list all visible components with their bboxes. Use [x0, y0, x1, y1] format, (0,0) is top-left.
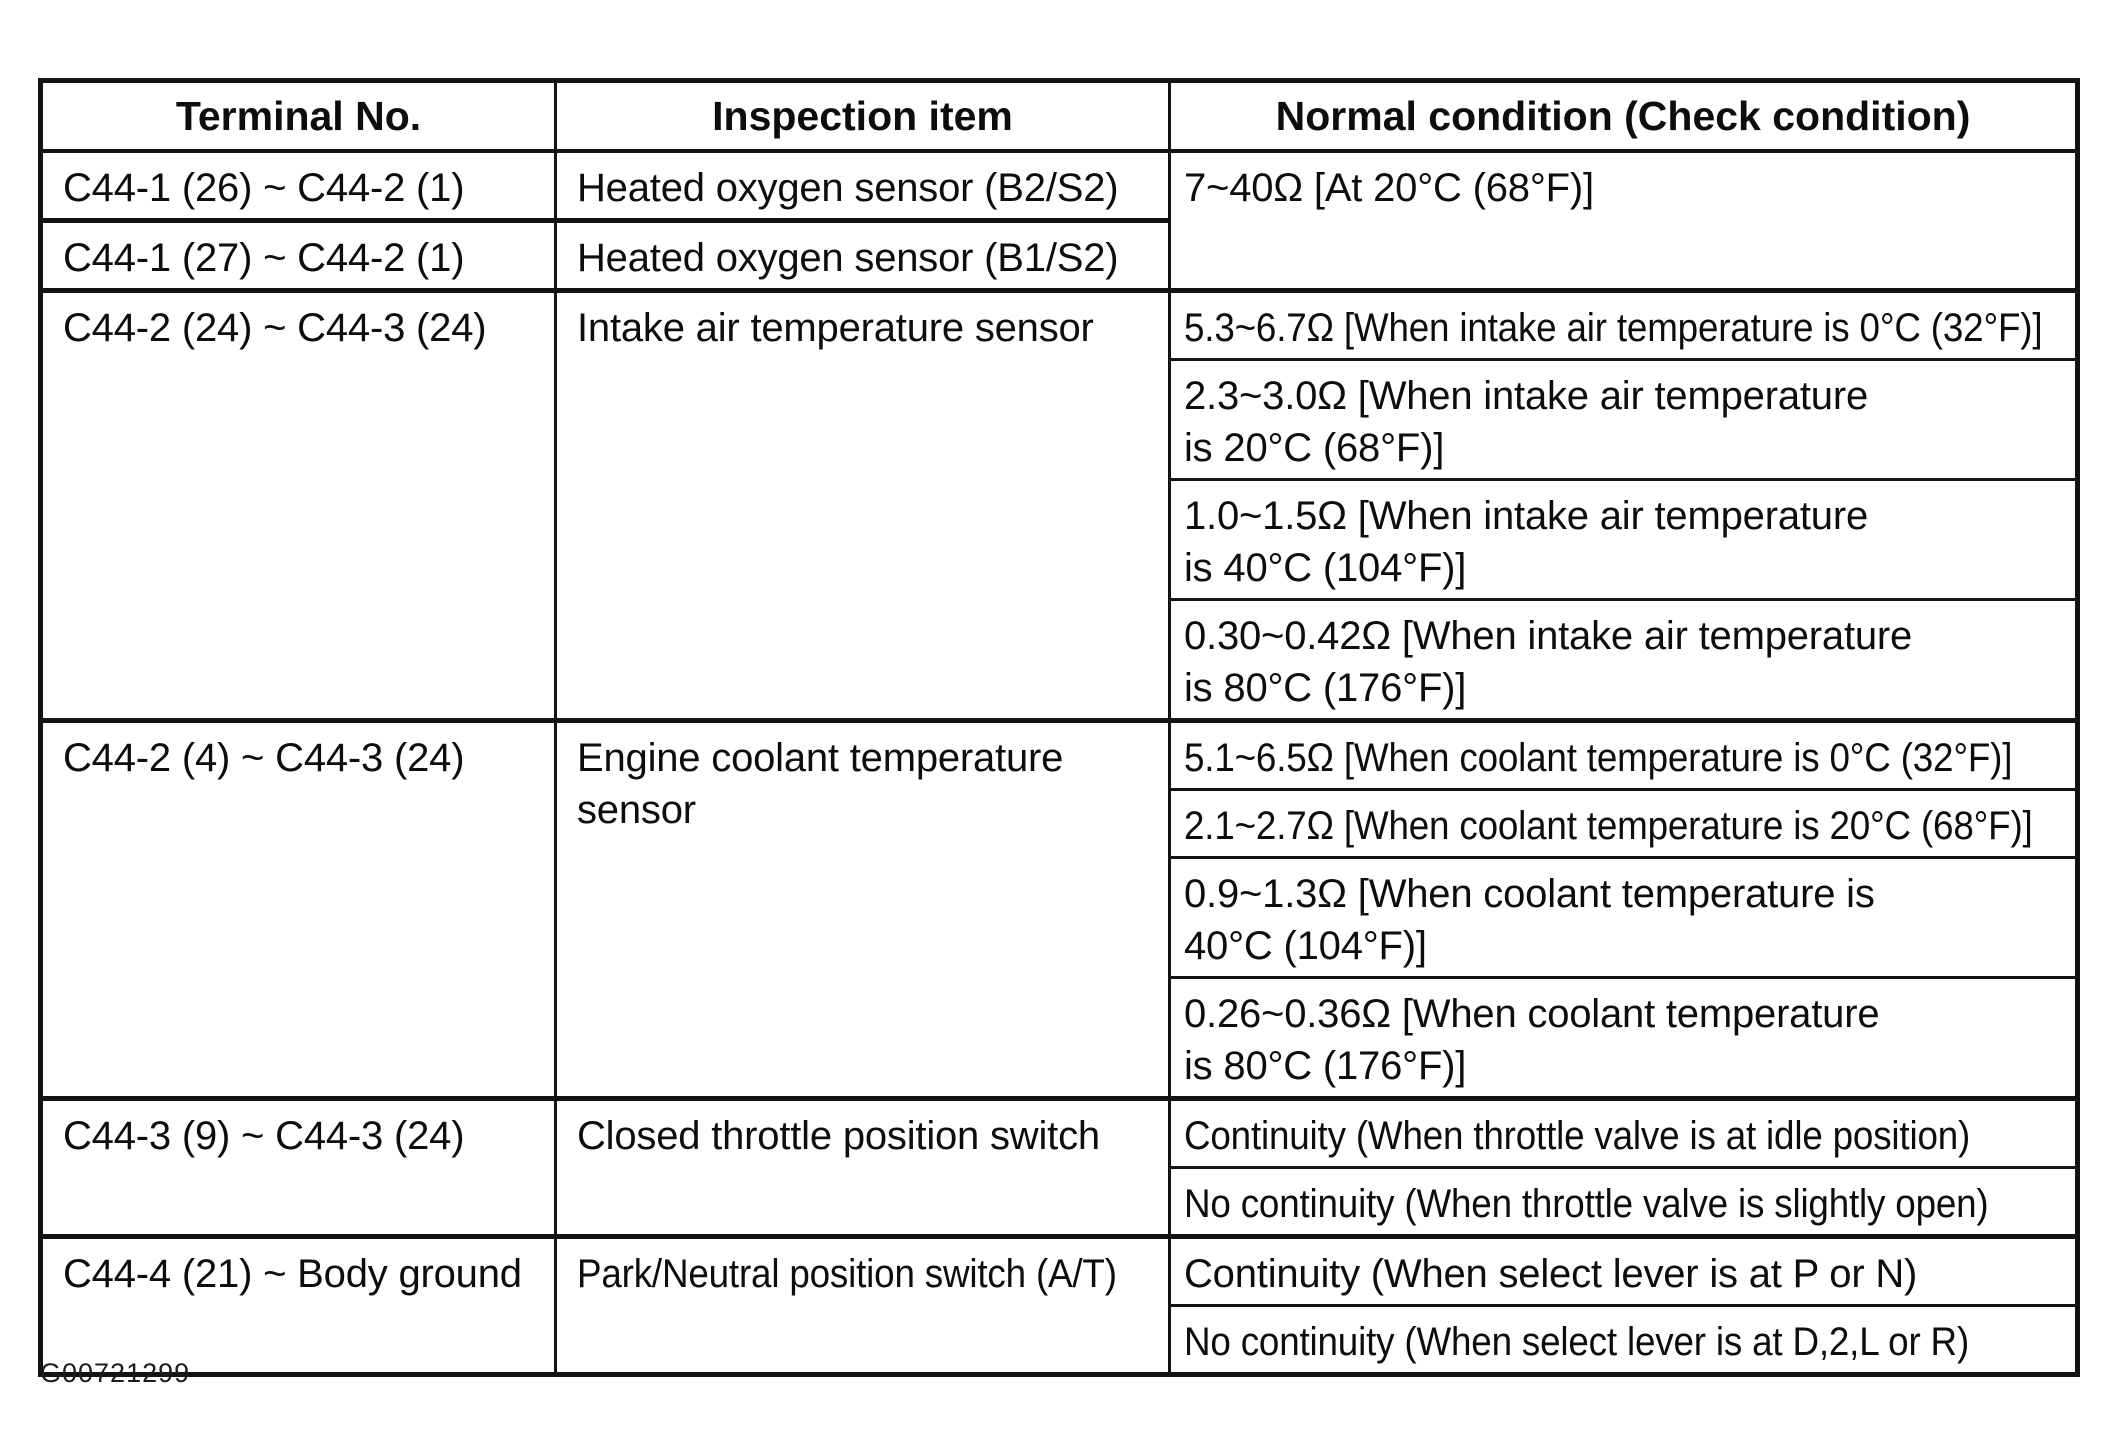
row-pnp-no-continuity: No continuity (When select lever is at D…: [41, 1304, 2079, 1376]
cell-text: 2.1~2.7Ω [When coolant temperature is 20…: [1184, 804, 2033, 848]
cell-text: C44-2 (24) ~ C44-3 (24): [63, 306, 487, 350]
terminal-cell: C44-2 (24) ~ C44-3 (24): [39, 288, 557, 722]
condition-cell: Continuity (When select lever is at P or…: [1168, 1234, 2079, 1307]
row-ect-40c: 0.9~1.3Ω [When coolant temperature is 40…: [41, 856, 2079, 979]
cell-text: Continuity (When throttle valve is at id…: [1184, 1114, 1971, 1158]
cell-text: C44-3 (9) ~ C44-3 (24): [63, 1114, 465, 1158]
condition-cell: 2.3~3.0Ω [When intake air temperature is…: [1168, 358, 2079, 481]
cell-text: 7~40Ω [At 20°C (68°F)]: [1184, 166, 1594, 210]
row-ect-0c: C44-2 (4) ~ C44-3 (24) Engine coolant te…: [39, 718, 2079, 1100]
condition-cell: 2.1~2.7Ω [When coolant temperature is 20…: [1168, 788, 2079, 859]
cell-text: No continuity (When throttle valve is sl…: [1184, 1182, 1989, 1226]
condition-cell: 0.30~0.42Ω [When intake air temperature …: [1168, 598, 2079, 722]
cell-text: 0.30~0.42Ω [When intake air temperature …: [1184, 614, 1913, 710]
row-iat-0c: C44-2 (24) ~ C44-3 (24) Intake air tempe…: [39, 288, 2079, 722]
col-header-normal-condition: Normal condition (Check condition): [1168, 79, 2079, 153]
row-ctp-continuity: C44-3 (9) ~ C44-3 (24) Closed throttle p…: [39, 1096, 2079, 1238]
condition-cell: 7~40Ω [At 20°C (68°F)]: [1168, 149, 2079, 292]
cell-text: Continuity (When select lever is at P or…: [1184, 1252, 1918, 1296]
row-hos-b1s2: C44-1 (27) ~ C44-2 (1) Heated oxygen sen…: [39, 218, 2078, 292]
condition-cell: 0.9~1.3Ω [When coolant temperature is 40…: [1168, 856, 2079, 979]
cell-text: C44-1 (26) ~ C44-2 (1): [63, 166, 465, 210]
cell-text: 5.1~6.5Ω [When coolant temperature is 0°…: [1184, 736, 2013, 780]
cell-text: C44-2 (4) ~ C44-3 (24): [63, 736, 465, 780]
terminal-cell: C44-1 (26) ~ C44-2 (1): [39, 149, 557, 222]
item-cell: Engine coolant temperature sensor: [554, 718, 1171, 1100]
terminal-cell: C44-1 (27) ~ C44-2 (1): [39, 218, 557, 292]
row-iat-20c: 2.3~3.0Ω [When intake air temperature is…: [41, 358, 2079, 481]
col-header-inspection-item: Inspection item: [554, 79, 1171, 153]
item-cell: Heated oxygen sensor (B2/S2): [554, 149, 1171, 222]
cell-text: Closed throttle position switch: [577, 1114, 1100, 1158]
terminal-cell: C44-3 (9) ~ C44-3 (24): [39, 1096, 557, 1238]
cell-text: 2.3~3.0Ω [When intake air temperature is…: [1184, 374, 1868, 470]
cell-text: Heated oxygen sensor (B1/S2): [577, 236, 1119, 280]
condition-cell: 5.1~6.5Ω [When coolant temperature is 0°…: [1168, 718, 2079, 791]
cell-text: 1.0~1.5Ω [When intake air temperature is…: [1184, 494, 1868, 590]
terminal-cell: C44-4 (21) ~ Body ground: [39, 1234, 557, 1376]
cell-text: Heated oxygen sensor (B2/S2): [577, 166, 1119, 210]
cell-text: Engine coolant temperature sensor: [577, 736, 1064, 832]
inspection-table-wrapper: Terminal No. Inspection item Normal cond…: [38, 78, 2080, 1377]
inspection-table: Terminal No. Inspection item Normal cond…: [38, 78, 2080, 1377]
cell-text: Park/Neutral position switch (A/T): [577, 1252, 1117, 1296]
condition-cell: 1.0~1.5Ω [When intake air temperature is…: [1168, 478, 2079, 601]
cell-text: No continuity (When select lever is at D…: [1184, 1320, 1970, 1364]
cell-text: 5.3~6.7Ω [When intake air temperature is…: [1184, 306, 2043, 350]
cell-text: Intake air temperature sensor: [577, 306, 1094, 350]
row-iat-80c: 0.30~0.42Ω [When intake air temperature …: [41, 598, 2079, 722]
item-cell: Closed throttle position switch: [554, 1096, 1171, 1238]
row-hos-b2s2: C44-1 (26) ~ C44-2 (1) Heated oxygen sen…: [39, 149, 2079, 292]
row-ect-20c: 2.1~2.7Ω [When coolant temperature is 20…: [41, 788, 2079, 859]
cell-text: C44-4 (21) ~ Body ground: [63, 1252, 522, 1296]
figure-id-label: G00721299: [40, 1358, 191, 1388]
col-header-terminal-no: Terminal No.: [39, 79, 557, 153]
row-ctp-no-continuity: No continuity (When throttle valve is sl…: [41, 1166, 2079, 1238]
condition-cell: 0.26~0.36Ω [When coolant temperature is …: [1168, 976, 2079, 1100]
item-cell: Park/Neutral position switch (A/T): [554, 1234, 1171, 1376]
condition-cell: 5.3~6.7Ω [When intake air temperature is…: [1168, 288, 2079, 361]
condition-cell: No continuity (When throttle valve is sl…: [1168, 1166, 2079, 1238]
terminal-cell: C44-2 (4) ~ C44-3 (24): [39, 718, 557, 1100]
row-ect-80c: 0.26~0.36Ω [When coolant temperature is …: [41, 976, 2079, 1100]
item-cell: Heated oxygen sensor (B1/S2): [554, 218, 1171, 292]
item-cell: Intake air temperature sensor: [554, 288, 1171, 722]
row-iat-40c: 1.0~1.5Ω [When intake air temperature is…: [41, 478, 2079, 601]
condition-cell: No continuity (When select lever is at D…: [1168, 1304, 2079, 1376]
cell-text: 0.26~0.36Ω [When coolant temperature is …: [1184, 992, 1880, 1088]
condition-cell: Continuity (When throttle valve is at id…: [1168, 1096, 2079, 1169]
header-row: Terminal No. Inspection item Normal cond…: [39, 79, 2079, 153]
cell-text: C44-1 (27) ~ C44-2 (1): [63, 236, 465, 280]
cell-text: 0.9~1.3Ω [When coolant temperature is 40…: [1184, 872, 1875, 968]
row-pnp-continuity: C44-4 (21) ~ Body ground Park/Neutral po…: [39, 1234, 2079, 1376]
